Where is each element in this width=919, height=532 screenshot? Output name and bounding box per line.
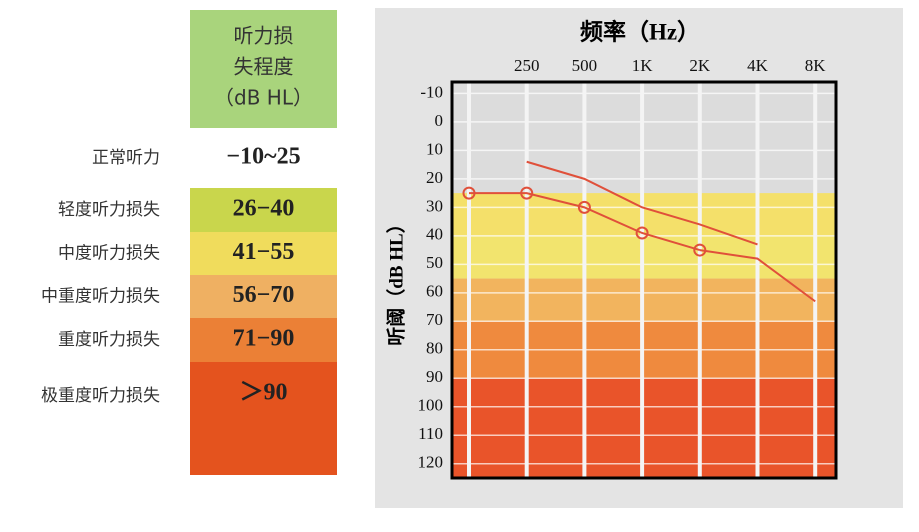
data-point: [577, 200, 591, 214]
legend-header-text: 失程度: [234, 55, 294, 79]
legend-range: 41−55: [233, 239, 295, 265]
y-tick-label: 30: [426, 196, 443, 215]
y-tick-label: 90: [426, 367, 443, 386]
x-tick-label: 500: [572, 56, 598, 75]
data-point: [462, 186, 476, 200]
data-point: [520, 186, 534, 200]
series-line: [699, 249, 816, 303]
legend-header-text: （dB HL）: [214, 86, 313, 110]
y-tick-label: 40: [426, 225, 443, 244]
x-tick-label: 8K: [805, 56, 827, 75]
x-tick-label: 250: [514, 56, 540, 75]
legend-label: 中度听力损失: [58, 244, 160, 264]
y-tick-label: 0: [435, 111, 444, 130]
legend-swatch: [190, 188, 337, 232]
legend-label: 极重度听力损失: [41, 386, 160, 406]
y-tick-label: 110: [418, 424, 443, 443]
legend-header-text: 听力损: [234, 24, 294, 48]
legend-label: 轻度听力损失: [58, 200, 160, 220]
x-tick-label: 4K: [747, 56, 769, 75]
series-line: [469, 192, 701, 252]
legend-label: 中重度听力损失: [41, 287, 160, 307]
legend-swatch: [190, 232, 337, 275]
y-tick-label: 100: [418, 396, 444, 415]
legend-swatch: [190, 128, 337, 188]
x-tick-label: 2K: [689, 56, 711, 75]
legend-swatch: [190, 275, 337, 318]
y-axis-label: 听阈（dB HL）: [384, 214, 407, 345]
plot-frame: [450, 80, 838, 480]
legend-label: 正常听力: [92, 148, 160, 168]
y-tick-label: 20: [426, 168, 443, 187]
chart-title: 频率（Hz）: [580, 18, 700, 44]
legend-range: −10~25: [226, 144, 300, 170]
y-tick-label: 10: [426, 139, 443, 158]
x-tick-label: 1K: [632, 56, 654, 75]
data-point: [635, 226, 649, 240]
legend-range: 56−70: [233, 282, 295, 308]
legend-range: 26−40: [233, 196, 295, 222]
legend-swatch: [190, 318, 337, 362]
y-tick-label: 50: [426, 253, 443, 272]
y-tick-label: 70: [426, 310, 443, 329]
y-tick-label: 120: [418, 453, 444, 472]
legend-swatch: [190, 362, 337, 475]
y-tick-label: 60: [426, 282, 443, 301]
legend-label: 重度听力损失: [58, 330, 160, 350]
y-tick-label: -10: [420, 82, 443, 101]
legend-range: ＞90: [240, 380, 288, 406]
legend-range: 71−90: [233, 326, 295, 352]
y-tick-label: 80: [426, 339, 443, 358]
legend-header: [190, 10, 337, 128]
series-line: [526, 160, 758, 246]
